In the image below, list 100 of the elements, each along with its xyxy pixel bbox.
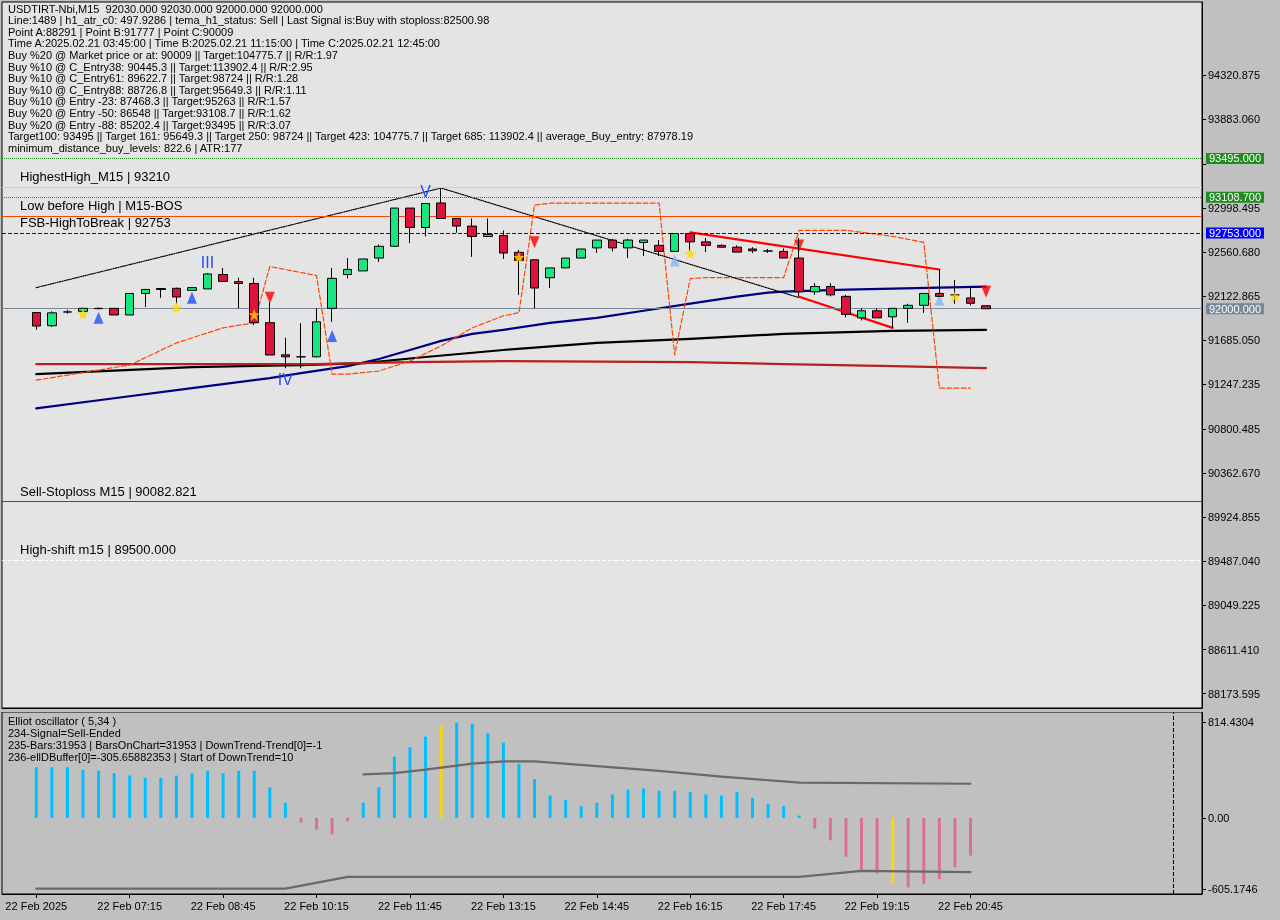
candlestick bbox=[374, 244, 384, 263]
bar bbox=[766, 803, 770, 818]
annotation: Buy %20 @ Entry -88: 85202.4 || Target:93495 || R/R:3.07 bbox=[8, 118, 291, 131]
bar bbox=[673, 790, 677, 818]
annotation: III bbox=[200, 253, 215, 271]
x-tick-label: 22 Feb 14:45 bbox=[564, 899, 630, 912]
ref-line-label: 92000.000 bbox=[1209, 302, 1261, 315]
point bbox=[186, 291, 197, 304]
bar bbox=[844, 817, 848, 857]
bar bbox=[206, 770, 210, 818]
x-tick-label: 22 Feb 20:45 bbox=[938, 899, 1003, 912]
candlestick bbox=[203, 272, 212, 290]
candlestick bbox=[966, 286, 975, 306]
candlestick bbox=[903, 303, 913, 324]
y-tick-label: 89924.855 bbox=[1208, 511, 1260, 524]
candlestick bbox=[623, 238, 633, 259]
line-series bbox=[35, 869, 972, 890]
bar bbox=[128, 775, 132, 818]
candlestick bbox=[47, 310, 57, 328]
candlestick bbox=[779, 248, 788, 259]
candlestick bbox=[156, 287, 166, 299]
point bbox=[264, 291, 275, 304]
bar bbox=[719, 795, 723, 818]
bar bbox=[392, 756, 396, 818]
y-tick-label: 0.00 bbox=[1208, 811, 1230, 824]
bar bbox=[875, 817, 879, 874]
candlestick bbox=[530, 259, 539, 309]
annotation: Low before High | M15-BOS bbox=[20, 198, 183, 214]
bar bbox=[237, 770, 241, 818]
candlestick bbox=[545, 267, 555, 289]
bar bbox=[735, 791, 739, 818]
bar bbox=[315, 817, 319, 830]
point bbox=[529, 236, 540, 249]
annotation: HighestHigh_M15 | 93210 bbox=[20, 169, 171, 185]
candlestick bbox=[421, 202, 430, 237]
annotation: minimum_distance_buy_levels: 822.6 | ATR:177 bbox=[8, 141, 243, 154]
bar bbox=[969, 817, 973, 856]
point bbox=[512, 251, 525, 264]
ref-line-label: 93495.000 bbox=[1209, 152, 1261, 165]
bar bbox=[564, 800, 568, 818]
y-tick-label: 88611.410 bbox=[1208, 643, 1260, 656]
y-tick-label: -605.1746 bbox=[1208, 883, 1258, 896]
candlestick bbox=[748, 246, 757, 254]
x-tick-label: 22 Feb 17:45 bbox=[751, 899, 817, 912]
bar bbox=[548, 795, 552, 818]
candlestick bbox=[763, 248, 773, 254]
annotation: 236-ellDBuffer[0]=-305.65882353 | Start of DownTrend=10 bbox=[8, 750, 294, 763]
bar bbox=[361, 802, 365, 818]
annotation: Sell-Stoploss M15 | 90082.821 bbox=[20, 483, 197, 499]
bar bbox=[782, 806, 786, 818]
bar bbox=[688, 791, 692, 818]
candlestick bbox=[608, 238, 617, 252]
bar bbox=[626, 789, 630, 818]
candlestick bbox=[109, 307, 119, 316]
bar bbox=[642, 788, 646, 818]
y-tick-label: 89487.040 bbox=[1208, 555, 1260, 568]
bar bbox=[34, 767, 38, 818]
bar bbox=[439, 726, 443, 818]
y-tick-label: 90362.670 bbox=[1208, 467, 1260, 480]
point bbox=[248, 308, 261, 321]
point bbox=[76, 307, 89, 320]
y-tick-label: 90800.485 bbox=[1208, 423, 1260, 436]
bar bbox=[610, 794, 614, 818]
candlestick bbox=[561, 257, 570, 269]
y-tick-label: 94320.875 bbox=[1208, 69, 1260, 82]
chart-title: USDTIRT-Nbi,M15 92030.000 92030.000 92000.000 92000.000 bbox=[8, 2, 323, 15]
y-tick-label: 814.4304 bbox=[1208, 715, 1254, 728]
candlestick bbox=[63, 309, 72, 315]
x-tick-label: 22 Feb 11:45 bbox=[377, 899, 442, 912]
bar bbox=[159, 777, 163, 818]
bar bbox=[97, 770, 101, 818]
line-series bbox=[35, 359, 988, 370]
candlestick bbox=[576, 248, 586, 259]
bar bbox=[860, 817, 864, 870]
ref-line-label: 92753.000 bbox=[1209, 227, 1261, 240]
point bbox=[948, 290, 961, 303]
candlestick bbox=[312, 307, 321, 359]
bar bbox=[174, 775, 178, 818]
candlestick bbox=[234, 277, 243, 309]
candlestick bbox=[639, 239, 648, 257]
bar bbox=[268, 787, 272, 818]
bar bbox=[906, 817, 910, 888]
candlestick bbox=[187, 287, 197, 291]
point bbox=[93, 311, 104, 324]
bar bbox=[283, 802, 287, 818]
candlestick bbox=[125, 292, 134, 316]
candlestick bbox=[717, 243, 726, 248]
x-tick-label: 22 Feb 07:15 bbox=[97, 899, 163, 912]
annotation: Buy %10 @ C_Entry61: 89622.7 || Target:98724 || R/R:1.28 bbox=[8, 72, 299, 85]
bar bbox=[517, 763, 521, 818]
y-tick-label: 92122.865 bbox=[1208, 290, 1260, 303]
bar bbox=[595, 802, 599, 818]
annotation: Buy %20 @ Entry -50: 86548 || Target:93108.7 || R/R:1.62 bbox=[8, 106, 291, 119]
bar bbox=[112, 773, 116, 818]
x-tick-label: 22 Feb 2025 bbox=[5, 899, 68, 912]
annotation: IV bbox=[277, 370, 294, 388]
bar bbox=[937, 817, 941, 880]
bar bbox=[470, 723, 474, 818]
bar bbox=[704, 794, 708, 818]
annotation: Target100: 93495 || Target 161: 95649.3 || Target 250: 98724 || Target 423: 104775.7 || Target 685: 113902.4 || average_Buy_entry: 87978.19 bbox=[8, 130, 694, 143]
